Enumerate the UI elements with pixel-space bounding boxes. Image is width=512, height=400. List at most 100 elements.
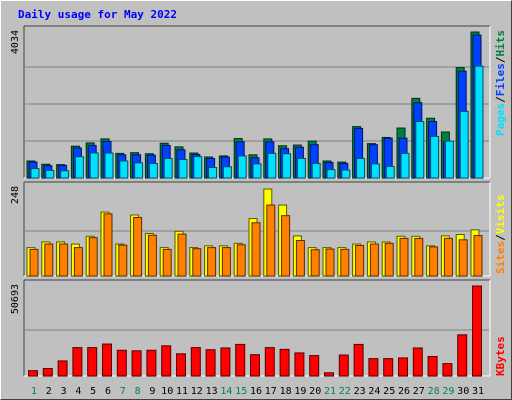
- bar-sites-day-19: [295, 240, 305, 277]
- day-label-11: 11: [176, 386, 188, 397]
- bar-sites-day-15: [236, 244, 246, 277]
- visits-sites-legend: Sites/Visits: [494, 195, 507, 275]
- bar-kbytes-day-19: [294, 352, 305, 377]
- day-label-1: 1: [31, 386, 37, 397]
- bar-sites-day-9: [147, 234, 157, 277]
- y-max-tick-label: 50693: [10, 284, 21, 314]
- bar-kbytes-day-10: [161, 345, 172, 377]
- bar-sites-day-4: [73, 247, 83, 277]
- bar-sites-day-3: [59, 243, 69, 277]
- bar-pages-day-10: [163, 157, 173, 179]
- bar-sites-day-8: [133, 216, 143, 277]
- bar-sites-day-27: [414, 237, 424, 277]
- bar-kbytes-day-11: [176, 353, 186, 377]
- bar-sites-day-18: [281, 215, 291, 277]
- y-max-tick-label: 248: [10, 186, 21, 204]
- bar-sites-day-17: [266, 204, 276, 277]
- bar-kbytes-day-6: [102, 343, 112, 377]
- day-label-15: 15: [235, 386, 247, 397]
- bar-pages-day-26: [400, 152, 410, 179]
- legend-text: KBytes: [494, 336, 507, 376]
- day-label-19: 19: [294, 386, 306, 397]
- bar-sites-day-30: [458, 239, 468, 277]
- bar-sites-day-25: [384, 242, 394, 277]
- bar-pages-day-31: [474, 65, 484, 179]
- bar-pages-day-17: [267, 152, 277, 179]
- bar-sites-day-5: [88, 237, 98, 277]
- visits-sites-panel: 248: [10, 181, 491, 277]
- bar-kbytes-day-7: [116, 349, 127, 377]
- bar-sites-day-12: [192, 248, 202, 277]
- bar-pages-day-2: [45, 169, 55, 179]
- bar-kbytes-day-2: [42, 368, 53, 377]
- bar-sites-day-1: [29, 248, 39, 277]
- day-label-16: 16: [250, 386, 262, 397]
- bar-kbytes-day-27: [412, 347, 423, 377]
- legend-entry-hits: Hits: [494, 30, 507, 57]
- day-label-18: 18: [280, 386, 292, 397]
- bar-kbytes-day-21: [324, 372, 334, 377]
- hits-files-pages-panel: 4034: [10, 25, 491, 179]
- bar-pages-day-16: [252, 163, 262, 179]
- day-label-4: 4: [75, 386, 81, 397]
- bar-kbytes-day-18: [279, 348, 290, 377]
- legend-entry-sites: Sites: [494, 241, 507, 274]
- legend-entry-kbytes: KBytes: [494, 336, 507, 376]
- day-label-17: 17: [265, 386, 277, 397]
- bar-kbytes-day-24: [368, 358, 379, 377]
- bar-kbytes-day-8: [131, 350, 142, 377]
- day-label-20: 20: [309, 386, 321, 397]
- day-label-3: 3: [61, 386, 67, 397]
- bar-sites-day-29: [443, 237, 453, 277]
- bar-kbytes-day-26: [398, 357, 408, 377]
- bar-kbytes-day-16: [250, 354, 260, 377]
- bar-pages-day-21: [326, 169, 336, 179]
- bar-sites-day-23: [355, 244, 365, 277]
- day-label-30: 30: [457, 386, 469, 397]
- day-label-29: 29: [442, 386, 454, 397]
- bar-sites-day-11: [177, 233, 187, 277]
- bar-kbytes-day-14: [220, 347, 231, 377]
- bar-pages-day-22: [341, 169, 351, 179]
- bar-kbytes-day-28: [427, 355, 438, 377]
- bar-sites-day-31: [473, 235, 483, 277]
- y-max-tick-label: 4034: [10, 30, 21, 54]
- day-label-13: 13: [206, 386, 218, 397]
- bar-sites-day-28: [429, 246, 439, 277]
- bar-sites-day-22: [340, 248, 350, 277]
- bar-pages-day-27: [415, 121, 425, 179]
- bar-pages-day-11: [178, 159, 188, 179]
- bar-pages-day-29: [444, 140, 454, 179]
- bar-sites-day-24: [369, 243, 379, 277]
- bar-sites-day-13: [207, 247, 217, 277]
- bar-kbytes-day-23: [353, 343, 364, 377]
- legend-entry-files: Files: [494, 63, 507, 96]
- bar-kbytes-day-17: [264, 347, 275, 377]
- bar-kbytes-day-20: [309, 355, 320, 377]
- bar-pages-day-25: [385, 165, 395, 179]
- bar-kbytes-day-9: [146, 349, 157, 377]
- legend-text: Sites/Visits: [494, 195, 507, 275]
- bar-kbytes-day-13: [205, 349, 216, 377]
- bar-kbytes-day-25: [383, 358, 394, 377]
- bar-sites-day-26: [399, 237, 409, 277]
- bar-pages-day-3: [60, 170, 70, 179]
- bar-kbytes-day-30: [457, 334, 468, 377]
- bar-pages-day-30: [459, 110, 469, 179]
- bar-pages-day-4: [74, 156, 84, 179]
- bar-pages-day-18: [282, 153, 292, 179]
- day-label-10: 10: [161, 386, 173, 397]
- bar-sites-day-21: [325, 248, 335, 277]
- hits-files-pages-legend: Pages/Files/Hits: [494, 30, 507, 136]
- day-label-21: 21: [324, 386, 336, 397]
- bar-sites-day-7: [118, 244, 128, 277]
- bar-sites-day-20: [310, 249, 320, 277]
- kbytes-legend: KBytes: [494, 336, 507, 376]
- day-label-22: 22: [339, 386, 351, 397]
- bar-pages-day-14: [222, 166, 232, 179]
- legend-entry-pages: Pages: [494, 103, 507, 136]
- bar-kbytes-day-3: [57, 360, 68, 377]
- bar-pages-day-20: [311, 163, 321, 179]
- bar-kbytes-day-15: [235, 343, 246, 377]
